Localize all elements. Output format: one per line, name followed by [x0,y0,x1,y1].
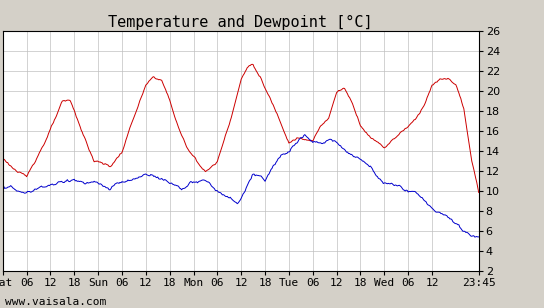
Text: www.vaisala.com: www.vaisala.com [5,297,107,307]
Title: Temperature and Dewpoint [°C]: Temperature and Dewpoint [°C] [108,14,373,30]
